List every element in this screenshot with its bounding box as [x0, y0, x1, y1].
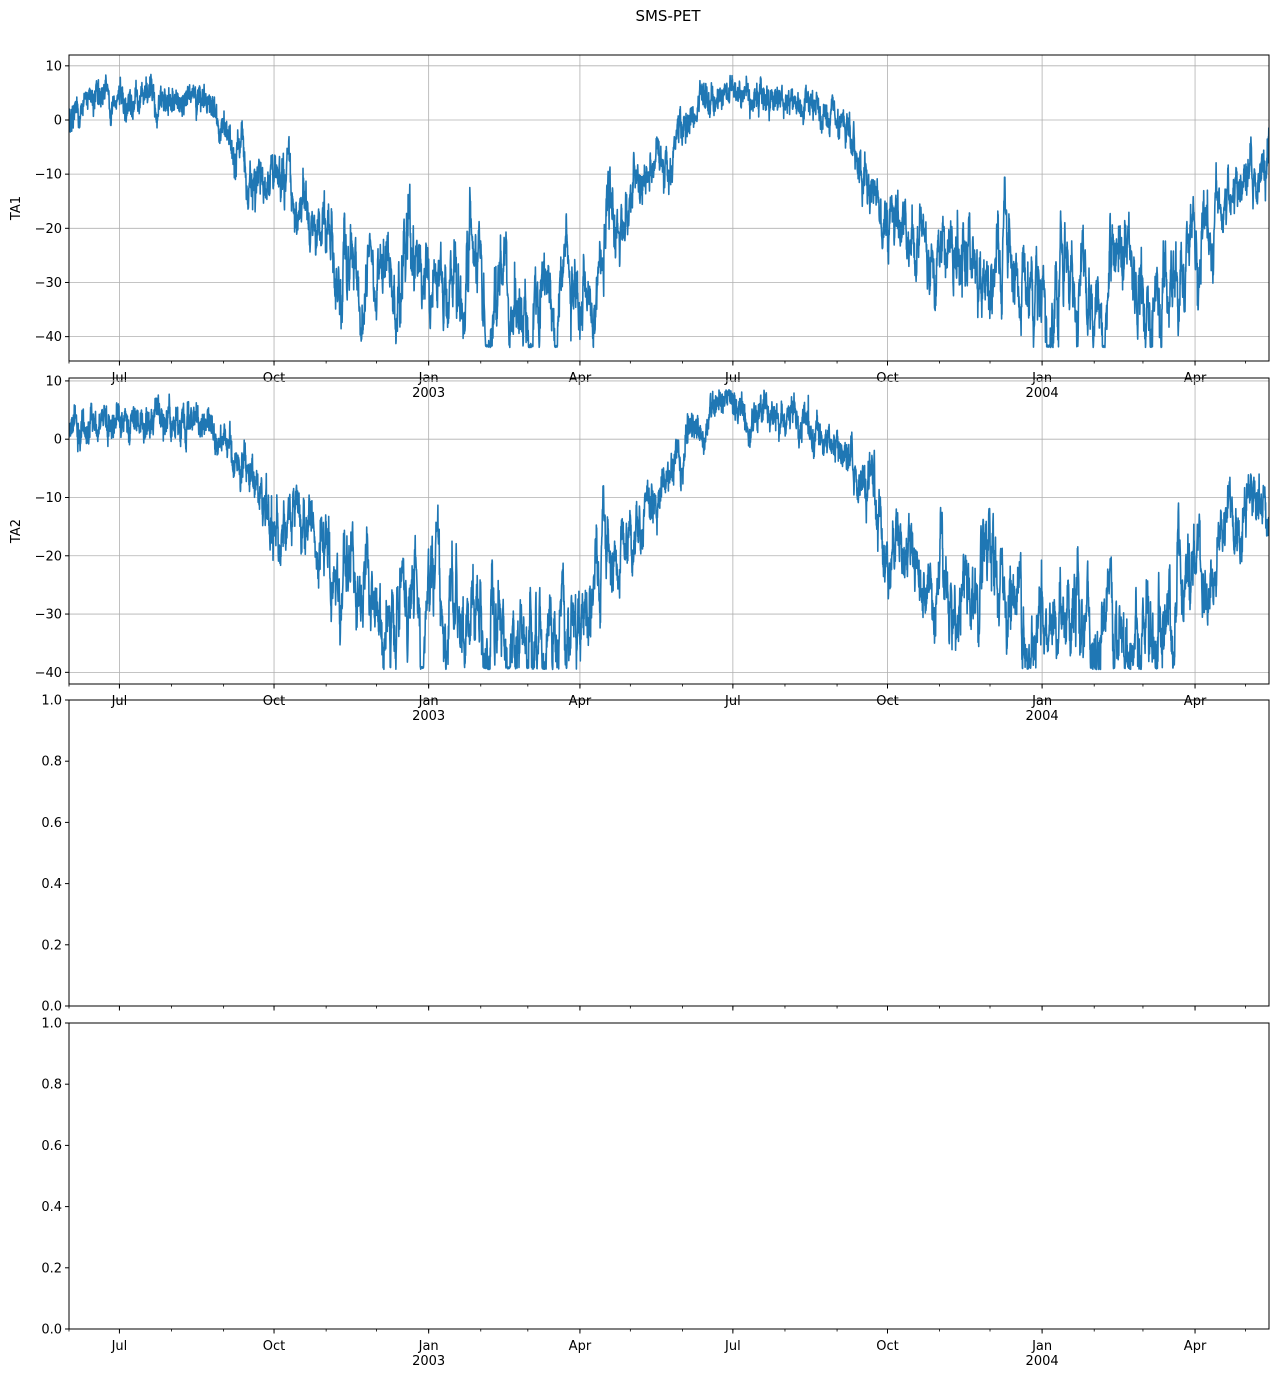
- subplots: 100−10−20−30−40TA1Jul Oct Jan2003Apr Jul Oct…: [9, 55, 1269, 1369]
- y-tick-label: 0: [54, 433, 62, 448]
- y-tick-label: −30: [35, 276, 62, 291]
- x-tick-label: Oct: [876, 694, 898, 709]
- y-tick-label: 0.8: [41, 1078, 62, 1093]
- x-tick-label: Oct: [876, 1339, 898, 1354]
- x-tick-label: Jan: [1031, 694, 1052, 709]
- y-tick-label: −10: [35, 168, 62, 183]
- x-tick-label: Apr: [569, 1339, 592, 1354]
- y-tick-label: 0.2: [41, 1261, 62, 1276]
- y-axis: 10 0 −10 −20 −30 −40: [35, 374, 69, 680]
- y-tick-label: 1.0: [41, 1017, 62, 1032]
- x-tick-label: 2004: [1026, 1354, 1059, 1369]
- y-axis: 0.0 0.2 0.4 0.6 0.8 1.0: [41, 694, 69, 1015]
- y-tick-label: 0.4: [41, 877, 62, 892]
- axes-frame: [69, 378, 1269, 684]
- y-tick-label: 0.8: [41, 755, 62, 770]
- y-tick-label: −20: [35, 222, 62, 237]
- x-axis: Jul Oct Jan2003Apr Jul Oct Jan2004Apr: [69, 684, 1245, 724]
- figure-title: SMS-PET: [635, 7, 701, 25]
- x-tick-label: Jul: [724, 694, 741, 709]
- y-axis-label: TA1: [9, 196, 24, 221]
- x-axis: Jul Oct Jan2003Apr Jul Oct Jan2004Apr: [69, 1329, 1245, 1369]
- y-tick-label: 10: [45, 59, 62, 74]
- x-tick-label: 2003: [412, 709, 445, 724]
- x-tick-label: Apr: [1184, 1339, 1207, 1354]
- series-line: [69, 74, 1269, 347]
- x-tick-label: Jul: [111, 1339, 128, 1354]
- y-tick-label: 0.6: [41, 1139, 62, 1154]
- x-tick-label: Oct: [263, 1339, 285, 1354]
- y-tick-label: −10: [35, 491, 62, 506]
- x-tick-label: Jul: [724, 1339, 741, 1354]
- x-tick-label: Jan: [418, 694, 439, 709]
- grid-lines: [69, 378, 1269, 684]
- y-tick-label: −30: [35, 608, 62, 623]
- axes-frame: [69, 1023, 1269, 1329]
- subplot-3: 0.0 0.2 0.4 0.6 0.8 1.0: [41, 694, 1269, 1015]
- subplot-4: 0.00.20.40.60.81.0Jul Oct Jan2003Apr Jul Oct…: [41, 1017, 1269, 1370]
- y-axis: 10 0 −10 −20 −30 −40: [35, 59, 69, 345]
- subplot-1: 100−10−20−30−40TA1Jul Oct Jan2003Apr Jul Oct…: [9, 55, 1269, 401]
- x-tick-label: Jul: [111, 694, 128, 709]
- y-tick-label: 1.0: [41, 694, 62, 709]
- x-tick-label: Oct: [263, 694, 285, 709]
- y-tick-label: −20: [35, 549, 62, 564]
- y-axis: 0.0 0.2 0.4 0.6 0.8 1.0: [41, 1017, 69, 1338]
- x-tick-label: Apr: [1184, 694, 1207, 709]
- y-tick-label: 0.6: [41, 816, 62, 831]
- y-tick-label: −40: [35, 330, 62, 345]
- axes-frame: [69, 700, 1269, 1006]
- x-tick-label: Jan: [418, 1339, 439, 1354]
- y-tick-label: 10: [45, 374, 62, 389]
- y-tick-label: 0.4: [41, 1200, 62, 1215]
- y-axis-label: TA2: [9, 519, 24, 544]
- x-tick-label: Jan: [1031, 1339, 1052, 1354]
- x-axis: [69, 1006, 1245, 1011]
- x-tick-label: Apr: [569, 694, 592, 709]
- y-tick-label: 0.2: [41, 938, 62, 953]
- y-tick-label: 0: [54, 113, 62, 128]
- y-tick-label: 0.0: [41, 1323, 62, 1338]
- series-line: [69, 390, 1269, 670]
- y-tick-label: 0.0: [41, 1000, 62, 1015]
- y-tick-label: −40: [35, 666, 62, 681]
- subplot-2: 100−10−20−30−40TA2Jul Oct Jan2003Apr Jul Oct…: [9, 374, 1269, 724]
- x-tick-label: 2003: [412, 1354, 445, 1369]
- x-tick-label: 2004: [1026, 709, 1059, 724]
